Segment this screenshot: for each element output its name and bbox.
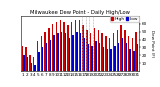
Y-axis label: Dew Point (F): Dew Point (F) (150, 30, 154, 57)
Bar (98, 30, 99, 71)
Bar (120, 25, 122, 71)
Bar (60, 20, 61, 71)
Bar (56, 22, 57, 71)
Bar (23, 55, 24, 71)
Bar (53, 35, 55, 71)
Bar (44, 32, 46, 71)
Bar (50, 39, 51, 71)
Bar (71, 22, 72, 71)
Bar (109, 38, 110, 71)
Bar (65, 33, 66, 71)
Bar (27, 57, 28, 71)
Bar (22, 46, 23, 71)
Bar (91, 46, 93, 71)
Bar (105, 36, 107, 71)
Bar (76, 32, 78, 71)
Bar (42, 48, 44, 71)
Bar (95, 41, 97, 71)
Legend: High, Low: High, Low (110, 16, 139, 22)
Bar (48, 28, 50, 71)
Bar (46, 43, 47, 71)
Bar (101, 33, 103, 71)
Bar (136, 32, 137, 71)
Bar (31, 63, 32, 71)
Bar (80, 33, 81, 71)
Bar (63, 22, 65, 71)
Bar (137, 44, 138, 71)
Bar (69, 38, 70, 71)
Bar (126, 43, 127, 71)
Bar (82, 25, 84, 71)
Bar (34, 65, 36, 71)
Bar (113, 33, 114, 71)
Bar (75, 20, 76, 71)
Bar (25, 48, 27, 71)
Bar (29, 55, 31, 71)
Bar (88, 44, 89, 71)
Bar (124, 30, 126, 71)
Bar (67, 25, 69, 71)
Bar (52, 24, 53, 71)
Bar (128, 36, 129, 71)
Bar (133, 51, 135, 71)
Bar (79, 20, 80, 71)
Bar (90, 33, 91, 71)
Bar (129, 49, 131, 71)
Bar (38, 52, 40, 71)
Bar (86, 30, 88, 71)
Bar (114, 46, 116, 71)
Bar (37, 41, 38, 71)
Bar (99, 43, 100, 71)
Bar (57, 33, 59, 71)
Bar (103, 48, 104, 71)
Bar (94, 28, 95, 71)
Bar (118, 43, 119, 71)
Bar (132, 38, 133, 71)
Bar (110, 49, 112, 71)
Bar (122, 38, 123, 71)
Bar (72, 35, 74, 71)
Bar (61, 32, 62, 71)
Bar (107, 49, 108, 71)
Bar (84, 38, 85, 71)
Title: Milwaukee Dew Point - Daily High/Low: Milwaukee Dew Point - Daily High/Low (30, 10, 130, 15)
Bar (116, 30, 118, 71)
Bar (41, 36, 42, 71)
Bar (33, 57, 34, 71)
